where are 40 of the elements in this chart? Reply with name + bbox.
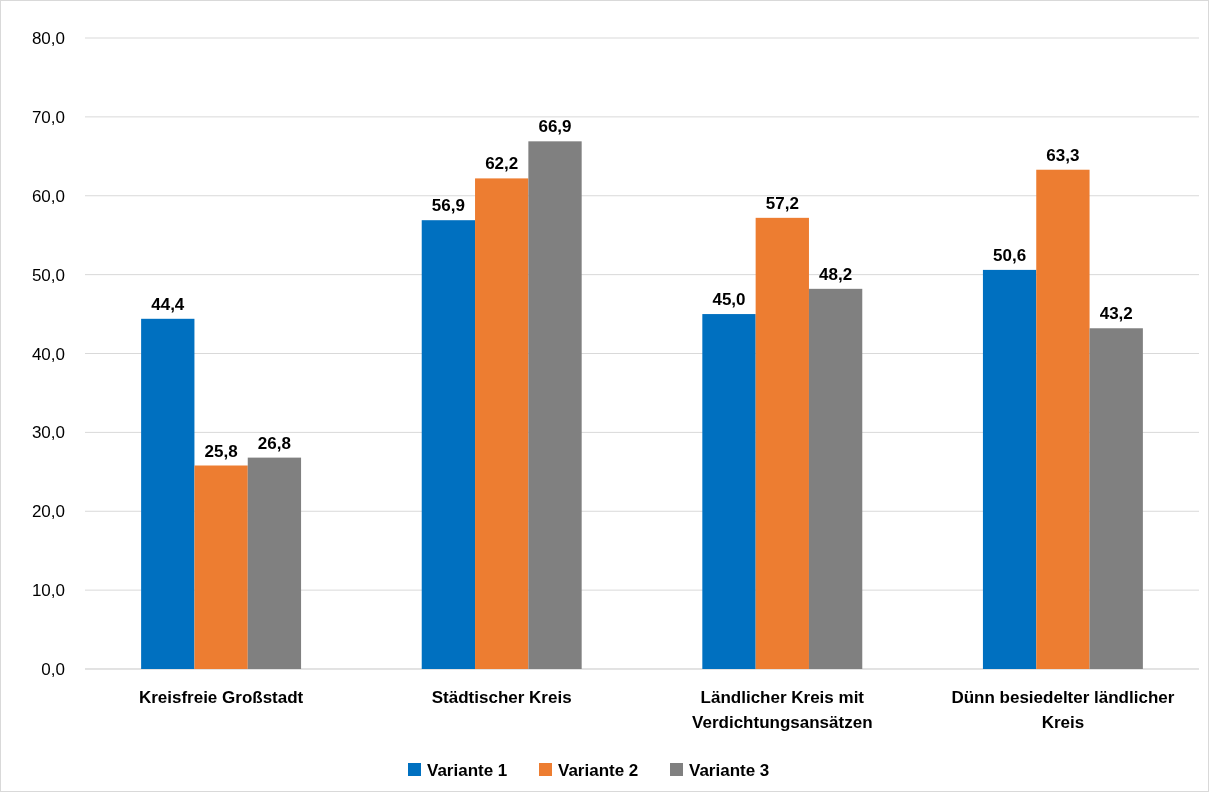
- bar: [247, 457, 302, 669]
- data-label: 43,2: [1099, 304, 1133, 324]
- y-tick-label: 0,0: [41, 660, 65, 679]
- bar: [141, 318, 195, 669]
- bar: [475, 178, 529, 669]
- data-label: 56,9: [431, 196, 465, 216]
- y-tick-label: 60,0: [31, 186, 65, 206]
- x-tick-label: Dünn besiedelter ländlicher Kreis: [951, 688, 1175, 732]
- data-label: 62,2: [485, 154, 519, 174]
- y-tick-label: 40,0: [31, 344, 65, 364]
- bar: [194, 465, 248, 669]
- bar: [421, 220, 476, 669]
- bar: [808, 288, 863, 669]
- y-tick-label: 20,0: [31, 502, 65, 522]
- bar: [1089, 328, 1143, 669]
- y-tick-label: 30,0: [31, 423, 65, 443]
- data-label: 57,2: [765, 193, 799, 213]
- data-label: 44,4: [151, 294, 185, 314]
- y-tick-label: 80,0: [31, 29, 65, 48]
- legend-label: Variante 1: [427, 761, 508, 780]
- bar: [982, 269, 1037, 669]
- data-label: 25,8: [204, 441, 238, 461]
- bar: [1036, 169, 1090, 669]
- legend-label: Variante 2: [558, 761, 639, 780]
- data-label: 50,6: [993, 245, 1027, 265]
- bar: [702, 314, 756, 669]
- y-tick-label: 70,0: [31, 107, 65, 127]
- x-tick-label: Kreisfreie Großstadt: [138, 688, 304, 707]
- x-tick-label: Ländlicher Kreis mit Verdichtungsansätzen: [692, 688, 873, 732]
- data-label: 26,8: [257, 433, 291, 453]
- bar: [528, 141, 582, 669]
- y-tick-label: 10,0: [31, 581, 65, 601]
- legend-label: Variante 3: [689, 761, 770, 780]
- data-label: 66,9: [538, 117, 572, 137]
- bar: [755, 217, 809, 669]
- data-label: 48,2: [819, 264, 853, 284]
- data-label: 63,3: [1046, 145, 1080, 165]
- x-tick-label: Städtischer Kreis: [431, 688, 572, 707]
- y-tick-label: 50,0: [31, 265, 65, 285]
- data-label: 45,0: [712, 290, 746, 310]
